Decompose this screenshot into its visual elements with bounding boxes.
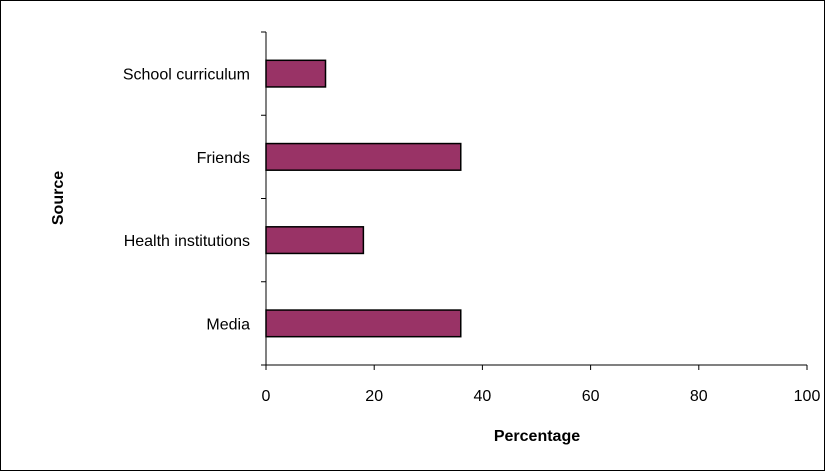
x-tick-label: 100 (794, 388, 821, 405)
category-label: Media (206, 316, 250, 333)
category-label: School curriculum (123, 67, 250, 84)
bar-friends (265, 142, 462, 171)
x-tick-label: 80 (690, 388, 708, 405)
category-label: Health institutions (124, 233, 250, 250)
y-ticks-layer (261, 31, 266, 366)
x-tick-label: 60 (582, 388, 600, 405)
bar-media (265, 309, 462, 338)
bar-school-curriculum (265, 59, 327, 88)
x-axis-title: Percentage (494, 428, 580, 445)
y-axis-title: Source (50, 171, 67, 225)
x-tick-label: 40 (474, 388, 492, 405)
bar-health-institutions (265, 226, 365, 255)
x-tick-label: 20 (365, 388, 383, 405)
category-labels-layer: Media Health institutions Friends School cu… (123, 67, 250, 334)
category-label: Friends (197, 150, 250, 167)
x-ticks-layer: 0 20 40 60 80 100 (262, 365, 821, 405)
x-tick-label: 0 (262, 388, 271, 405)
bars-layer (265, 59, 462, 338)
